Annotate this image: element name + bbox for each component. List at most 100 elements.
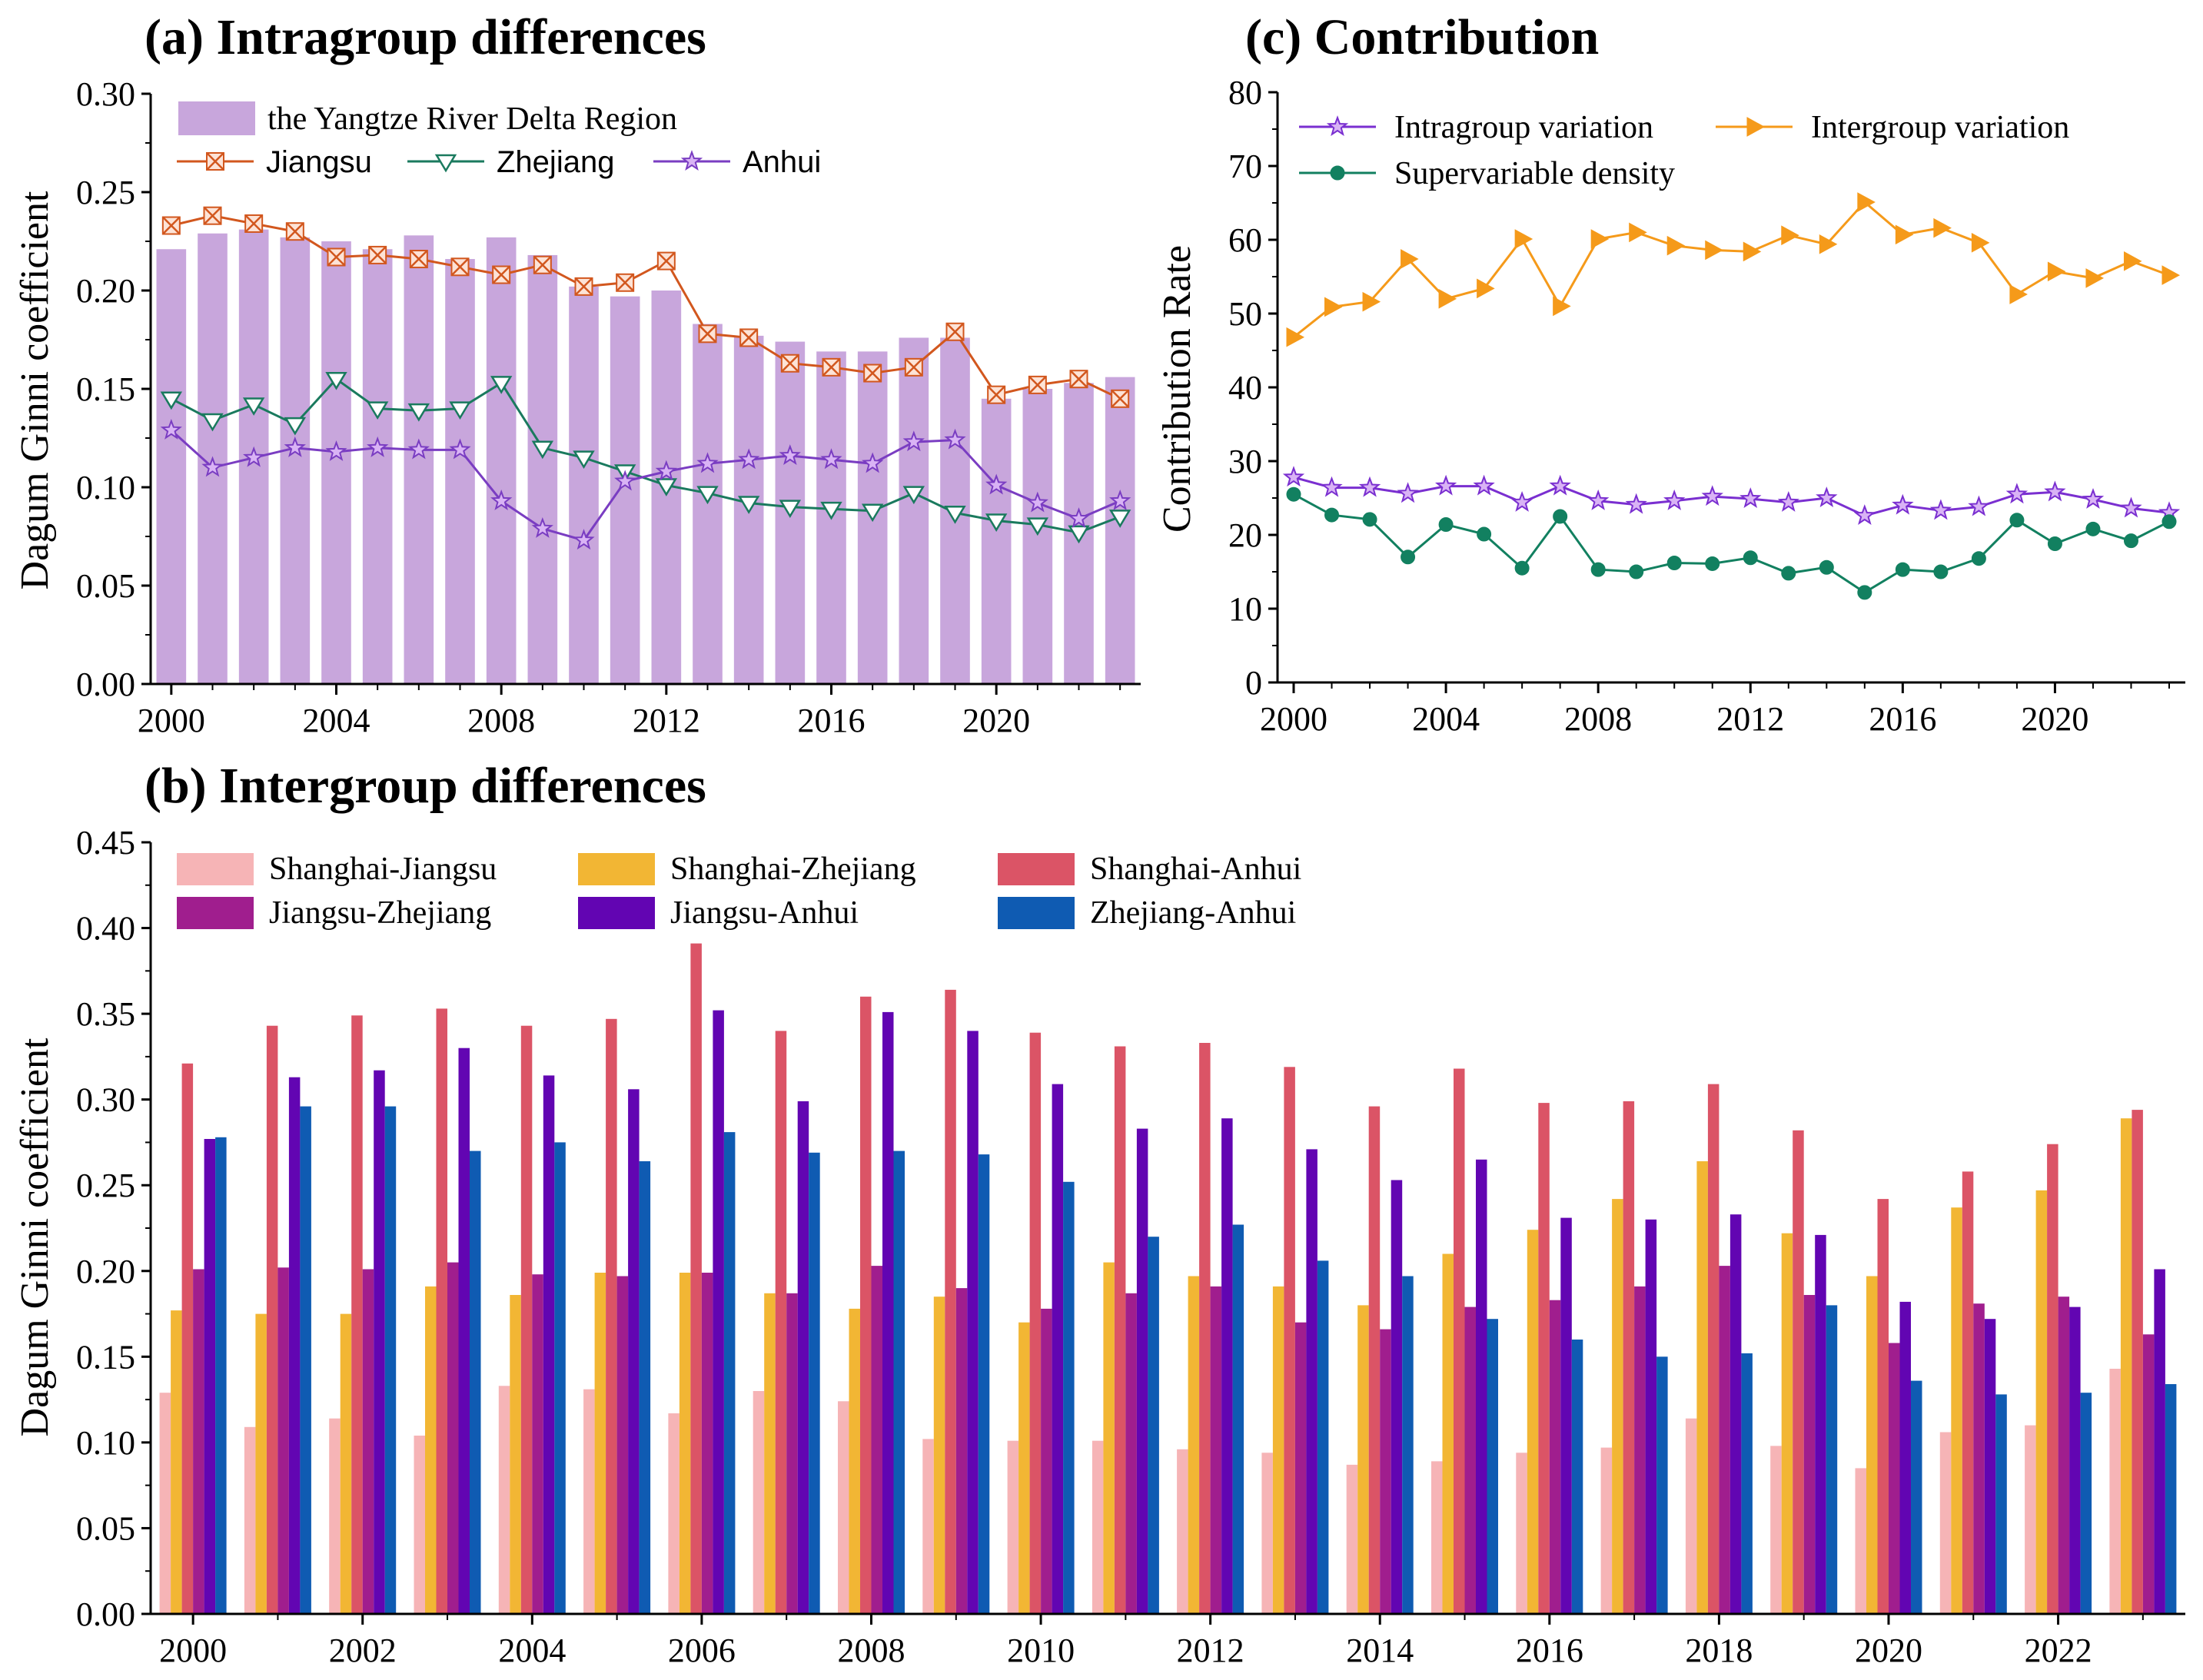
point-intergroup-variation-2017 — [1933, 217, 1952, 238]
bar-shanghai-jiangsu-2020 — [1855, 1468, 1866, 1614]
bar-ydr-2003 — [280, 237, 311, 684]
point-zhejiang-2009 — [531, 440, 554, 460]
point-intergroup-variation-2000 — [1286, 327, 1305, 347]
bar-shanghai-anhui-2000 — [181, 1063, 194, 1614]
bar-shanghai-jiangsu-2010 — [1007, 1440, 1019, 1614]
point-supervariable-density-2008 — [1590, 562, 1606, 577]
b-y-tick-label: 0.05 — [76, 1509, 135, 1547]
point-intergroup-variation-2022 — [2123, 251, 2142, 271]
c-y-tick-label: 80 — [1228, 74, 1262, 111]
b-x-tick-label: 2016 — [1516, 1632, 1583, 1669]
point-supervariable-density-2022 — [2123, 533, 2138, 549]
point-supervariable-density-2001 — [1324, 507, 1340, 523]
point-supervariable-density-2016 — [1895, 562, 1910, 577]
bar-jiangsu-zhejiang-2021 — [1973, 1303, 1985, 1614]
point-jiangsu-2010-cross — [574, 277, 593, 296]
point-anhui-2017 — [862, 452, 884, 473]
point-intergroup-variation-2004 — [1438, 288, 1457, 309]
legend-label-ydr: the Yangtze River Delta Region — [267, 101, 677, 137]
bar-zhejiang-anhui-2023 — [2165, 1384, 2177, 1614]
point-anhui-2002 — [243, 446, 265, 467]
bar-ydr-2006 — [404, 235, 434, 684]
bar-shanghai-zhejiang-2014 — [1357, 1305, 1369, 1614]
bar-jiangsu-zhejiang-2006 — [701, 1273, 713, 1614]
panel-b-title: (b) Intergroup differences — [145, 758, 706, 814]
bar-shanghai-jiangsu-2019 — [1770, 1446, 1782, 1614]
a-y-tick-label: 0.10 — [76, 469, 135, 506]
point-anhui-2016 — [820, 448, 842, 470]
point-jiangsu-2012-cross — [656, 251, 676, 271]
point-intergroup-variation-2020 — [2047, 261, 2066, 282]
bar-zhejiang-anhui-2009 — [978, 1154, 990, 1614]
legend-marker-intragroup-variation — [1326, 115, 1349, 137]
bar-shanghai-zhejiang-2015 — [1442, 1253, 1454, 1614]
bar-ydr-2005 — [362, 249, 393, 684]
legend-label-jiangsu-zhejiang: Jiangsu-Zhejiang — [269, 895, 491, 931]
a-y-tick-label: 0.05 — [76, 567, 135, 605]
bar-shanghai-jiangsu-2001 — [244, 1426, 256, 1614]
point-jiangsu-2003-cross — [285, 222, 304, 241]
point-zhejiang-2016 — [820, 501, 842, 520]
bar-shanghai-zhejiang-2011 — [1103, 1262, 1115, 1614]
point-intergroup-variation-2015 — [1857, 192, 1876, 212]
bar-shanghai-zhejiang-2003 — [425, 1286, 437, 1614]
bar-shanghai-jiangsu-2022 — [2025, 1425, 2036, 1614]
bar-shanghai-anhui-2021 — [1962, 1171, 1974, 1614]
line-zhejiang — [171, 377, 1121, 534]
bar-jiangsu-zhejiang-2007 — [786, 1293, 798, 1614]
bar-jiangsu-anhui-2003 — [458, 1048, 470, 1614]
legend-marker-jiangsu-cross — [206, 152, 224, 171]
point-intergroup-variation-2012 — [1743, 241, 1762, 262]
point-intragroup-variation-2007 — [1549, 474, 1571, 496]
bar-zhejiang-anhui-2020 — [1911, 1380, 1922, 1614]
bar-shanghai-zhejiang-2002 — [340, 1313, 352, 1614]
point-intragroup-variation-2022 — [2120, 496, 2142, 518]
point-intragroup-variation-2016 — [1892, 493, 1914, 515]
bar-shanghai-zhejiang-2020 — [1866, 1276, 1878, 1614]
bar-shanghai-anhui-2003 — [436, 1008, 447, 1614]
point-intragroup-variation-2004 — [1434, 474, 1457, 496]
point-anhui-2013 — [696, 452, 719, 473]
b-x-tick-label: 2012 — [1177, 1632, 1244, 1669]
b-x-tick-label: 2008 — [837, 1632, 905, 1669]
c-y-tick-label: 70 — [1228, 148, 1262, 185]
bar-shanghai-anhui-2014 — [1368, 1106, 1381, 1614]
bar-zhejiang-anhui-2006 — [723, 1132, 736, 1614]
bar-jiangsu-anhui-2021 — [1984, 1319, 1996, 1614]
bar-jiangsu-zhejiang-2016 — [1549, 1300, 1561, 1614]
bar-shanghai-zhejiang-2004 — [510, 1295, 521, 1614]
c-x-tick-label: 2008 — [1564, 700, 1632, 738]
bar-shanghai-jiangsu-2014 — [1346, 1464, 1358, 1614]
legend-label-shanghai-jiangsu: Shanghai-Jiangsu — [269, 852, 497, 887]
a-y-tick-label: 0.00 — [76, 666, 135, 703]
a-x-tick-label: 2020 — [962, 702, 1030, 739]
legend-marker-zhejiang — [434, 154, 457, 173]
line-anhui — [170, 429, 1121, 542]
legend-swatch-zhejiang-anhui — [998, 897, 1075, 929]
point-intergroup-variation-2016 — [1895, 224, 1914, 245]
c-y-tick-label: 10 — [1228, 590, 1262, 628]
point-intergroup-variation-2007 — [1553, 296, 1571, 317]
point-intergroup-variation-2006 — [1514, 229, 1533, 249]
point-zhejiang-2020 — [985, 513, 1008, 532]
b-x-tick-label: 2022 — [2025, 1632, 2092, 1669]
bar-jiangsu-zhejiang-2013 — [1294, 1322, 1307, 1614]
bar-shanghai-anhui-2022 — [2047, 1144, 2058, 1614]
bar-jiangsu-anhui-2009 — [967, 1031, 979, 1614]
point-zhejiang-2001 — [201, 413, 224, 432]
bar-shanghai-anhui-2004 — [520, 1025, 533, 1614]
point-zhejiang-2012 — [655, 478, 678, 496]
panel-a-plot-area: 0.00 0.05 0.10 0.15 0.20 0.25 0.30 2000 2004 2008… — [76, 75, 1141, 739]
point-intragroup-variation-2008 — [1587, 489, 1610, 510]
point-jiangsu-2023-cross — [1111, 389, 1130, 408]
bar-shanghai-jiangsu-2012 — [1177, 1449, 1188, 1614]
point-supervariable-density-2012 — [1743, 550, 1758, 566]
bar-jiangsu-anhui-2004 — [543, 1075, 555, 1614]
point-intergroup-variation-2013 — [1781, 225, 1799, 246]
bar-shanghai-anhui-2009 — [945, 989, 956, 1614]
a-y-tick-label: 0.30 — [76, 75, 135, 113]
point-intragroup-variation-2021 — [2082, 488, 2105, 509]
bar-shanghai-anhui-2016 — [1538, 1103, 1550, 1614]
a-x-tick-label: 2008 — [467, 702, 535, 739]
